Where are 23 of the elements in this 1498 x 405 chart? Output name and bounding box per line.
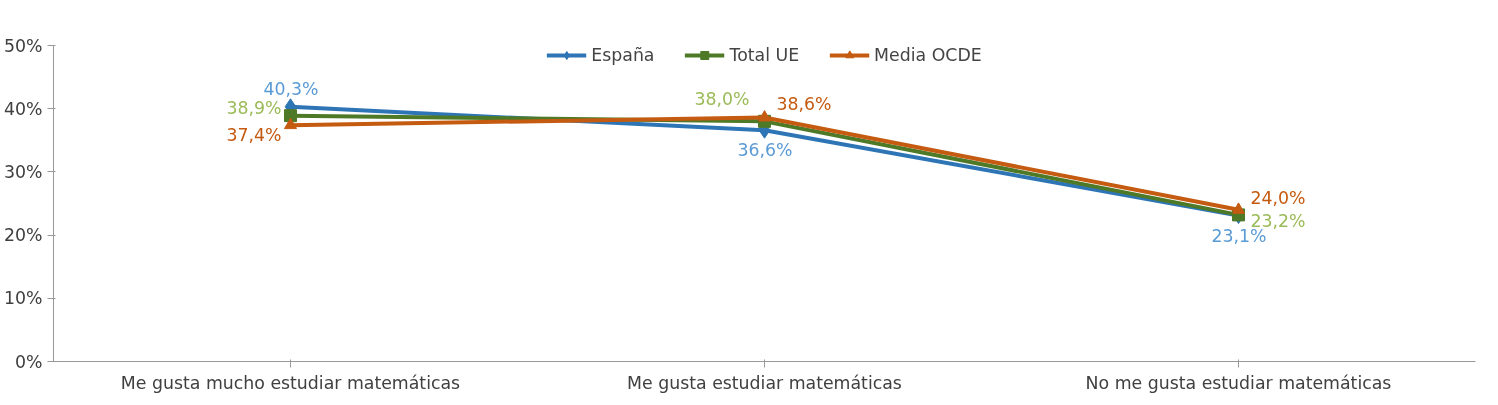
x-tick-label: Me gusta estudiar matemáticas [627, 372, 902, 393]
point [284, 117, 297, 130]
point [1232, 202, 1245, 214]
y-tick-label: 0% [15, 351, 43, 372]
data-label: 38,0% [694, 89, 750, 110]
point [284, 109, 297, 123]
legend-label: Total UE [729, 45, 800, 65]
legend-label: Media OCDE [874, 45, 982, 65]
x-tick-label: No me gusta estudiar matemáticas [1085, 372, 1392, 393]
data-label: 40,3% [263, 78, 319, 99]
data-label: 38,6% [776, 93, 832, 114]
legend-label: España [591, 45, 655, 65]
y-tick-label: 40% [3, 98, 43, 119]
data-label: 37,4% [226, 125, 282, 146]
point [758, 110, 771, 122]
y-tick-label: 30% [3, 161, 43, 182]
x-tick-label: Me gusta mucho estudiar matemáticas [120, 372, 461, 393]
data-label: 24,0% [1250, 187, 1306, 208]
y-tick-label: 20% [3, 225, 43, 246]
data-label: 36,6% [737, 140, 793, 161]
data-label: 38,9% [226, 97, 282, 118]
y-tick-label: 10% [3, 288, 43, 309]
y-tick-label: 50% [3, 35, 43, 56]
